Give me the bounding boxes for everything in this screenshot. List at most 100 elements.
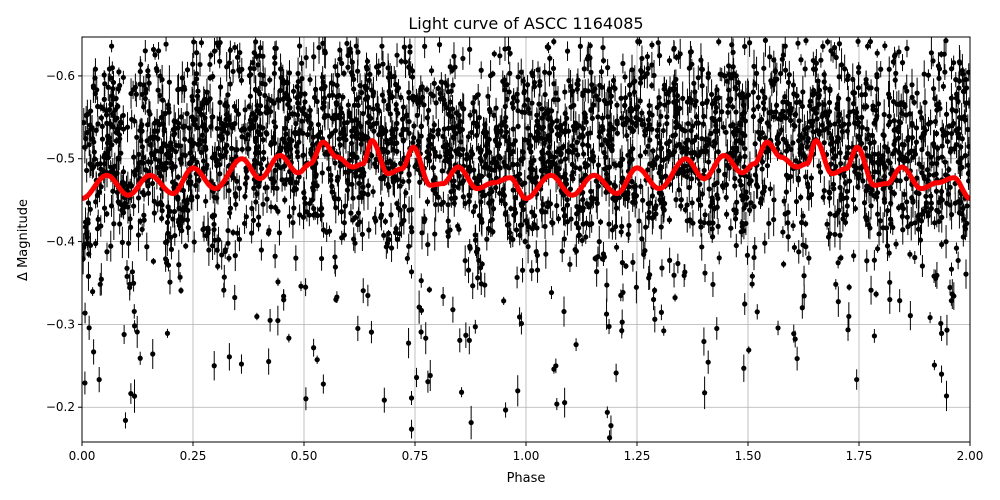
data-point (868, 203, 874, 209)
data-point (573, 220, 579, 227)
data-point (799, 305, 805, 311)
data-point (207, 61, 213, 68)
data-point (956, 85, 962, 91)
data-point (473, 180, 479, 186)
data-point (185, 207, 191, 214)
data-point (732, 216, 739, 222)
data-point (613, 205, 620, 211)
data-point (254, 53, 260, 60)
data-point (260, 53, 266, 59)
data-point (515, 388, 521, 394)
data-point (675, 54, 682, 60)
data-point (881, 111, 887, 118)
data-point (620, 122, 626, 128)
data-point (242, 107, 248, 113)
data-point (830, 51, 836, 57)
data-point (167, 279, 173, 285)
data-point (915, 226, 922, 232)
data-point (874, 74, 880, 80)
data-point (614, 119, 620, 125)
data-point (774, 76, 780, 82)
data-point (394, 52, 400, 58)
data-point (907, 251, 913, 257)
data-point (833, 54, 839, 61)
data-point (304, 131, 311, 138)
data-point (625, 231, 631, 237)
data-point (510, 187, 516, 193)
data-point (887, 296, 893, 303)
data-point (710, 281, 716, 288)
data-point (637, 98, 643, 104)
data-point (108, 101, 114, 108)
data-point (949, 130, 955, 137)
data-point (469, 151, 476, 157)
data-point (953, 127, 959, 134)
data-point (626, 184, 632, 190)
data-point (786, 72, 792, 78)
data-point (539, 209, 545, 215)
data-point (771, 114, 777, 120)
data-point (875, 151, 881, 157)
data-point (531, 135, 538, 141)
data-point (191, 80, 197, 86)
data-point (120, 74, 126, 81)
data-point (129, 269, 136, 275)
data-point (658, 224, 664, 230)
data-point (619, 319, 625, 325)
data-point (147, 111, 153, 117)
data-point (641, 251, 647, 258)
data-point (779, 56, 785, 62)
data-point (185, 224, 191, 231)
data-point (303, 284, 309, 290)
data-point (576, 123, 582, 129)
data-point (127, 216, 133, 222)
data-point (593, 178, 599, 184)
data-point (632, 78, 638, 84)
data-point (800, 152, 806, 158)
data-point (921, 71, 927, 77)
data-point (661, 207, 667, 213)
data-point (606, 143, 612, 150)
data-point (236, 236, 243, 242)
data-point (882, 43, 888, 49)
data-point (582, 114, 588, 121)
data-point (287, 105, 293, 111)
data-point (699, 83, 705, 89)
data-point (482, 127, 488, 133)
data-point (413, 162, 419, 168)
data-point (82, 144, 88, 150)
data-point (938, 371, 945, 377)
data-point (706, 186, 712, 192)
data-point (742, 43, 748, 50)
data-point (835, 260, 841, 266)
data-point (715, 195, 721, 201)
data-point (808, 175, 814, 181)
data-point (711, 117, 717, 123)
data-point (231, 103, 238, 110)
data-point (101, 205, 108, 211)
data-point (215, 145, 222, 151)
data-point (643, 224, 649, 230)
data-point (884, 243, 891, 249)
data-point (128, 390, 134, 397)
data-point (649, 82, 655, 89)
data-point (798, 194, 804, 200)
data-point (542, 69, 548, 75)
data-point (307, 77, 313, 83)
data-point (739, 220, 745, 226)
data-point (943, 111, 950, 117)
data-point (84, 167, 90, 174)
data-point (836, 41, 843, 47)
data-point (716, 39, 722, 45)
data-point (155, 87, 161, 93)
data-point (506, 89, 512, 95)
data-point (82, 120, 87, 126)
data-point (131, 393, 138, 399)
data-point (951, 146, 957, 152)
data-point (753, 70, 760, 77)
data-point (253, 199, 259, 205)
data-point (135, 232, 142, 238)
data-point (514, 161, 521, 168)
data-point (761, 106, 767, 112)
data-point (142, 48, 148, 54)
